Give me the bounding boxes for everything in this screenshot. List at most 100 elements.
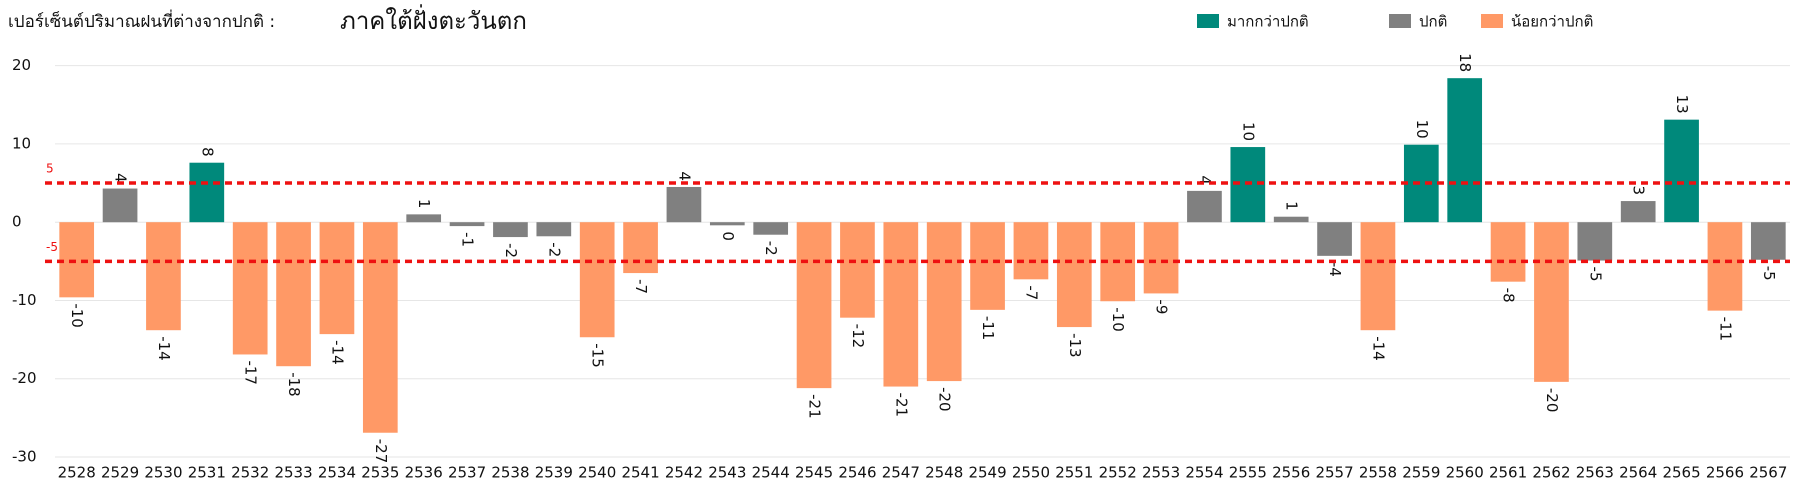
- data-label: -2: [762, 241, 780, 256]
- x-tick-label: 2556: [1272, 464, 1310, 482]
- bar: [1273, 216, 1309, 223]
- y-tick-label: 10: [12, 134, 31, 152]
- legend-label: ปกติ: [1419, 13, 1447, 31]
- x-tick-label: 2561: [1489, 464, 1527, 482]
- bar: [1187, 190, 1222, 223]
- bar: [449, 222, 485, 227]
- x-tick-label: 2538: [491, 464, 529, 482]
- data-label: -27: [372, 439, 390, 464]
- bar: [709, 222, 745, 226]
- x-tick-label: 2565: [1662, 464, 1700, 482]
- bar: [1490, 222, 1526, 282]
- bar: [840, 222, 875, 318]
- bar: [1056, 222, 1092, 328]
- data-label: 1: [1283, 201, 1301, 211]
- bar: [493, 222, 528, 238]
- x-tick-label: 2564: [1619, 464, 1657, 482]
- x-tick-label: 2535: [361, 464, 399, 482]
- x-tick-label: 2529: [101, 464, 139, 482]
- x-tick-label: 2539: [535, 464, 573, 482]
- bar: [319, 222, 355, 335]
- bar: [796, 222, 832, 389]
- data-label: -10: [1109, 307, 1127, 332]
- bar: [1403, 144, 1439, 223]
- y-tick-label: -30: [12, 448, 37, 466]
- x-tick-label: 2533: [274, 464, 312, 482]
- bar: [102, 188, 138, 223]
- x-tick-label: 2552: [1099, 464, 1137, 482]
- data-label: 4: [1196, 175, 1214, 185]
- data-label: -12: [849, 324, 867, 349]
- bar: [579, 222, 615, 338]
- data-label: -4: [1326, 262, 1344, 277]
- y-tick-label: -10: [12, 291, 37, 309]
- chart-title: เปอร์เซ็นต์ปริมาณฝนที่ต่างจากปกติ :: [8, 9, 275, 32]
- bar: [362, 222, 398, 433]
- data-label: -5: [1760, 266, 1778, 281]
- data-label: 0: [719, 231, 737, 241]
- data-label: -21: [806, 394, 824, 419]
- y-tick-label: 0: [12, 213, 22, 231]
- data-label: 8: [198, 147, 216, 157]
- legend-swatch: [1389, 14, 1411, 28]
- bar: [189, 162, 225, 223]
- chart-subtitle: ภาคใต้ฝั่งตะวันตก: [340, 4, 527, 35]
- x-tick-label: 2546: [838, 464, 876, 482]
- bar: [536, 222, 572, 237]
- x-tick-label: 2559: [1402, 464, 1440, 482]
- bar: [276, 222, 311, 367]
- x-tick-label: 2545: [795, 464, 833, 482]
- data-label: -1: [459, 232, 477, 247]
- data-label: 1: [415, 199, 433, 209]
- legend-label: มากกว่าปกติ: [1227, 13, 1309, 31]
- x-tick-label: 2537: [448, 464, 486, 482]
- x-tick-label: 2544: [752, 464, 790, 482]
- data-label: -14: [1369, 336, 1387, 361]
- data-label: -7: [1022, 285, 1040, 300]
- bar: [1447, 78, 1483, 223]
- bar: [406, 214, 442, 223]
- data-label: -9: [1153, 299, 1171, 314]
- x-tick-label: 2566: [1706, 464, 1744, 482]
- reference-label: 5: [46, 162, 54, 176]
- data-label: -15: [589, 343, 607, 368]
- x-tick-label: 2542: [665, 464, 703, 482]
- x-tick-label: 2555: [1229, 464, 1267, 482]
- x-tick-label: 2543: [708, 464, 746, 482]
- bar: [1013, 222, 1049, 280]
- bar: [1707, 222, 1743, 311]
- data-label: -14: [328, 340, 346, 365]
- bar: [1534, 222, 1569, 382]
- data-label: -21: [892, 393, 910, 418]
- data-label: 18: [1456, 53, 1474, 72]
- y-tick-label: -20: [12, 369, 37, 387]
- x-tick-label: 2530: [144, 464, 182, 482]
- bar: [1620, 201, 1656, 223]
- bar: [1664, 119, 1699, 223]
- data-label: -17: [242, 360, 260, 385]
- data-label: -11: [979, 316, 997, 341]
- x-tick-label: 2548: [925, 464, 963, 482]
- x-tick-label: 2547: [882, 464, 920, 482]
- data-label: -2: [545, 242, 563, 257]
- x-tick-label: 2550: [1012, 464, 1050, 482]
- x-tick-label: 2532: [231, 464, 269, 482]
- x-tick-label: 2557: [1315, 464, 1353, 482]
- data-label: 3: [1630, 186, 1648, 196]
- x-tick-label: 2534: [318, 464, 356, 482]
- bar: [970, 222, 1005, 310]
- data-label: -7: [632, 279, 650, 294]
- data-label: -13: [1066, 333, 1084, 358]
- bar: [883, 222, 919, 387]
- bar: [926, 222, 962, 382]
- bar: [623, 222, 658, 274]
- x-tick-label: 2541: [621, 464, 659, 482]
- data-label: -2: [502, 243, 520, 258]
- legend-label: น้อยกว่าปกติ: [1511, 13, 1593, 31]
- x-tick-label: 2549: [968, 464, 1006, 482]
- data-label: -14: [155, 336, 173, 361]
- x-tick-label: 2554: [1185, 464, 1223, 482]
- data-label: -5: [1586, 267, 1604, 282]
- data-label: 10: [1413, 120, 1431, 139]
